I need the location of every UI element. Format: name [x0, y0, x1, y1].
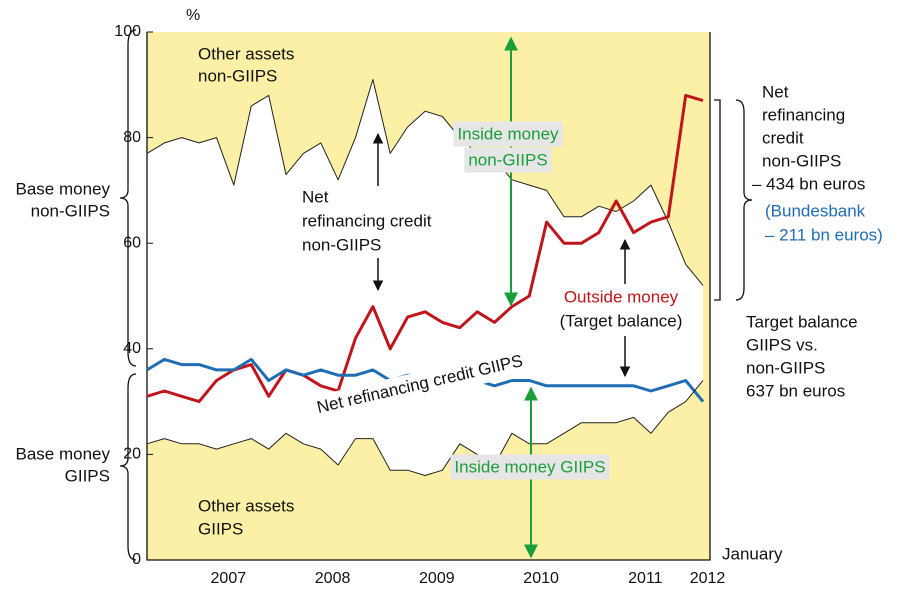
y-tick-label: 40: [123, 340, 141, 357]
annotation-text: Inside money: [457, 124, 559, 143]
annotation: Target balance GIIPS vs. non-GIIPS 637 bn e…: [746, 312, 858, 400]
annotation-text: Other assets: [198, 496, 294, 515]
annotation-text: non-GIIPS: [302, 235, 381, 254]
plot-area: [146, 31, 711, 561]
x-tick-label: 2009: [419, 570, 455, 587]
x-tick-label: 2011: [628, 570, 663, 587]
annotation-text: Outside money: [564, 287, 679, 306]
annotation-text: refinancing: [762, 105, 845, 124]
x-tick-label: 2008: [315, 570, 351, 587]
annotation-text: non-GIIPS: [468, 150, 547, 169]
label-background: [453, 121, 564, 147]
series-line: [146, 380, 704, 476]
x-tick-label: 2007: [211, 570, 247, 587]
y-tick-label: 0: [132, 551, 141, 568]
band: [147, 79, 704, 476]
x-tick-label: 2010: [523, 570, 559, 587]
annotation-text: non-GIIPS: [198, 66, 277, 85]
label-background: [450, 454, 610, 480]
annotation-text: Inside money GIIPS: [454, 457, 605, 476]
brace: [119, 29, 137, 367]
bracket: [714, 99, 721, 301]
annotation: (Bundesbank – 211 bn euros): [765, 201, 883, 244]
annotation-text: Target balance: [746, 312, 858, 331]
annotation: Outside money: [564, 287, 679, 306]
brace: [119, 373, 137, 561]
annotation-text: GIIPS: [198, 519, 243, 538]
annotation-text: non-GIIPS: [31, 201, 110, 220]
annotation-text: GIIPS: [65, 466, 110, 485]
annotation-text: 637 bn euros: [746, 381, 845, 400]
annotation-text: Net: [302, 187, 329, 206]
annotation: Base money GIIPS: [16, 444, 111, 485]
y-tick-label: 100: [114, 23, 141, 40]
y-unit: %: [186, 7, 200, 24]
annotation-text: credit: [762, 128, 804, 147]
annotation-text: non-GIIPS: [762, 151, 841, 170]
y-tick-label: 20: [123, 446, 141, 463]
annotation-text: (Bundesbank: [765, 201, 866, 220]
annotation-text: refinancing credit: [302, 211, 432, 230]
annotation: Base money non-GIIPS: [16, 179, 111, 220]
axis: [146, 32, 711, 561]
annotation-text: Net: [762, 82, 789, 101]
annotation: (Target balance): [560, 311, 683, 330]
brace: [735, 99, 753, 301]
y-tick-label: 60: [123, 234, 141, 251]
annotation: Inside money GIIPS: [450, 454, 610, 480]
annotation-text: – 211 bn euros): [765, 225, 883, 244]
annotation: Net refinancing credit non-GIIPS: [302, 187, 432, 254]
y-tick-label: 80: [123, 129, 141, 146]
annotation: January: [722, 544, 783, 563]
label-gap: [270, 338, 570, 432]
annotation-text: Base money: [16, 179, 111, 198]
annotation-text: GIIPS vs.: [746, 335, 818, 354]
annotation-text: (Target balance): [560, 311, 683, 330]
label-background: [464, 147, 552, 173]
annotation-text: Other assets: [198, 44, 294, 63]
annotation-text: non-GIIPS: [746, 358, 825, 377]
x-tick-label: 2012: [690, 570, 726, 587]
annotation: Other assets non-GIIPS: [198, 44, 294, 85]
annotation-text: January: [722, 544, 783, 563]
annotation-text: – 434 bn euros: [752, 174, 865, 193]
annotation: Inside money non-GIIPS: [453, 121, 564, 173]
annotation-text: Base money: [16, 444, 111, 463]
annotation: Net refinancing credit non-GIIPS – 434 bn eu…: [752, 82, 865, 193]
annotation: Other assets GIIPS: [198, 496, 294, 538]
